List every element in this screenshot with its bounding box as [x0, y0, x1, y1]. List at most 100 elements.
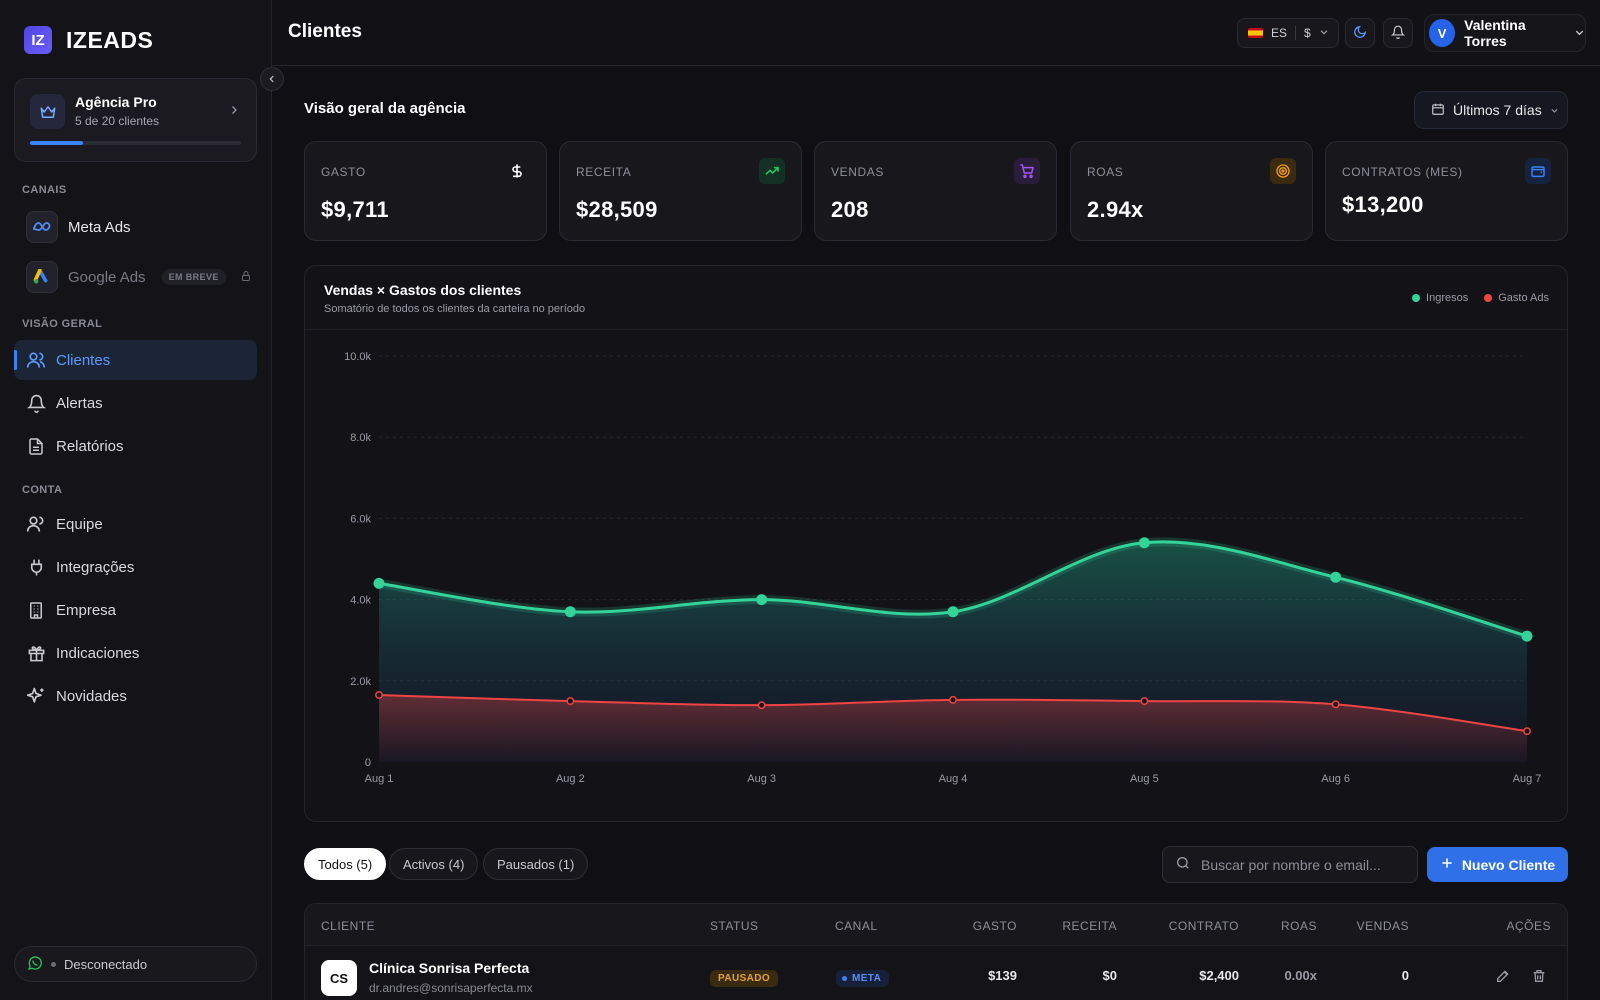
- account-section-label: CONTA: [22, 484, 63, 496]
- client-name[interactable]: Clínica Sonrisa Perfecta: [369, 960, 530, 976]
- y-tick-label: 6.0k: [350, 513, 371, 525]
- legend-item-gasto-ads[interactable]: Gasto Ads: [1484, 292, 1549, 304]
- page-title: Clientes: [288, 21, 362, 42]
- channel-label: META: [852, 973, 882, 984]
- column-header-roas[interactable]: ROAS: [1280, 919, 1317, 933]
- sparkles-icon: [26, 686, 46, 706]
- column-header-canal[interactable]: CANAL: [835, 919, 878, 933]
- filter-active[interactable]: Activos (4): [389, 848, 479, 880]
- whatsapp-icon: [27, 955, 43, 974]
- kpi-label: ROAS: [1087, 165, 1124, 179]
- sidebar-item-label: Integrações: [56, 558, 135, 576]
- data-point-gasto-ads: [1523, 727, 1531, 736]
- sidebar-item-label: Novidades: [56, 687, 127, 705]
- kpi-value: 2.94x: [1087, 197, 1144, 222]
- chevron-down-icon: [1550, 102, 1559, 118]
- plan-name: Agência Pro: [75, 94, 157, 110]
- filter-paused[interactable]: Pausados (1): [483, 848, 589, 880]
- x-tick-label: Aug 1: [365, 773, 394, 785]
- trending-up-icon: [759, 158, 785, 184]
- data-point-ingresos: [373, 577, 385, 589]
- kpi-card-vendas: VENDAS 208: [814, 141, 1057, 241]
- channel-label: Google Ads: [68, 268, 146, 286]
- legend-item-ingresos[interactable]: Ingresos: [1412, 292, 1468, 304]
- lock-icon: [240, 269, 252, 285]
- logo[interactable]: IZ IZEADS: [24, 26, 153, 54]
- plan-card[interactable]: Agência Pro 5 de 20 clientes: [14, 78, 257, 162]
- channels-section-label: CANAIS: [22, 184, 67, 196]
- divider: [1295, 26, 1297, 40]
- locale-currency-selector[interactable]: ES $: [1237, 18, 1339, 48]
- avatar: V: [1429, 19, 1456, 47]
- column-header-status[interactable]: STATUS: [710, 919, 759, 933]
- area-gasto-ads: [379, 695, 1527, 762]
- data-point-ingresos: [564, 606, 576, 618]
- column-header-contrato[interactable]: CONTRATO: [1168, 919, 1239, 933]
- table-header: CLIENTE STATUS CANAL GASTO RECEITA CONTR…: [305, 904, 1567, 946]
- data-point-gasto-ads: [1331, 700, 1340, 709]
- building-icon: [26, 600, 46, 620]
- filter-all[interactable]: Todos (5): [304, 848, 387, 880]
- y-tick-label: 10.0k: [344, 351, 371, 363]
- cell-roas: 0.00x: [1284, 968, 1317, 983]
- sidebar-item-label: Clientes: [56, 351, 111, 369]
- sidebar-item-integracoes[interactable]: Integrações: [14, 547, 257, 587]
- y-tick-label: 4.0k: [350, 595, 371, 607]
- wallet-icon: [1525, 158, 1551, 184]
- kpi-label: RECEITA: [576, 165, 632, 179]
- dollar-icon: [504, 158, 530, 184]
- trash-icon[interactable]: [1531, 968, 1547, 987]
- gift-icon: [26, 643, 46, 663]
- sidebar-item-novidades[interactable]: Novidades: [14, 676, 257, 716]
- cell-contrato: $2,400: [1199, 968, 1239, 983]
- topbar: Clientes ES $ V Valentina Torres: [272, 0, 1600, 66]
- legend-label: Gasto Ads: [1498, 292, 1549, 304]
- date-range-button[interactable]: Últimos 7 días: [1414, 91, 1568, 129]
- language-code: ES: [1271, 26, 1288, 40]
- sidebar-item-alertas[interactable]: Alertas: [14, 383, 257, 423]
- new-client-button[interactable]: Nuevo Cliente: [1427, 847, 1568, 882]
- kpi-card-gasto: GASTO $9,711: [304, 141, 547, 241]
- search-box[interactable]: [1162, 846, 1418, 883]
- plan-usage: 5 de 20 clientes: [75, 114, 160, 128]
- column-header-gasto[interactable]: GASTO: [972, 919, 1017, 933]
- column-header-vendas[interactable]: VENDAS: [1356, 919, 1409, 933]
- data-point-gasto-ads: [375, 691, 383, 699]
- column-header-cliente[interactable]: CLIENTE: [321, 919, 376, 933]
- data-point-ingresos: [1330, 571, 1342, 583]
- sidebar-item-label: Empresa: [56, 601, 117, 619]
- plus-icon: [1440, 856, 1454, 873]
- x-tick-label: Aug 7: [1513, 773, 1542, 785]
- x-tick-label: Aug 3: [747, 773, 776, 785]
- sidebar-item-indicaciones[interactable]: Indicaciones: [14, 633, 257, 673]
- kpi-label: CONTRATOS (MES): [1342, 165, 1463, 179]
- collapse-sidebar-button[interactable]: [260, 67, 284, 91]
- edit-icon[interactable]: [1495, 968, 1511, 987]
- spain-flag-icon: [1248, 28, 1263, 38]
- sidebar-item-label: Alertas: [56, 394, 103, 412]
- sidebar-item-equipe[interactable]: Equipe: [14, 504, 257, 544]
- table-row[interactable]: CS Clínica Sonrisa Perfecta dr.andres@so…: [305, 946, 1567, 1000]
- chart-header: Vendas × Gastos dos clientes Somatório d…: [305, 266, 1567, 330]
- coming-soon-badge: EM BREVE: [161, 269, 226, 285]
- clients-table: CLIENTE STATUS CANAL GASTO RECEITA CONTR…: [304, 903, 1568, 1000]
- legend-dot: [1484, 294, 1493, 302]
- status-dot: [51, 961, 56, 967]
- meta-icon: [26, 211, 58, 243]
- theme-toggle-button[interactable]: [1345, 18, 1375, 48]
- notifications-button[interactable]: [1383, 18, 1413, 48]
- user-menu[interactable]: V Valentina Torres: [1424, 14, 1586, 52]
- column-header-receita[interactable]: RECEITA: [1062, 919, 1117, 933]
- kpi-value: $9,711: [321, 197, 389, 222]
- sidebar-item-label: Equipe: [56, 515, 103, 533]
- kpi-value: $28,509: [576, 197, 658, 222]
- kpi-value: $13,200: [1342, 192, 1424, 217]
- kpi-value: 208: [831, 197, 869, 222]
- sidebar-item-empresa[interactable]: Empresa: [14, 590, 257, 630]
- whatsapp-status[interactable]: Desconectado: [14, 946, 257, 982]
- sidebar-item-relatorios[interactable]: Relatórios: [14, 426, 257, 466]
- data-point-ingresos: [1138, 537, 1150, 549]
- sidebar-item-clientes[interactable]: Clientes: [14, 340, 257, 380]
- search-input[interactable]: [1201, 856, 1401, 873]
- channel-meta-ads[interactable]: Meta Ads: [26, 211, 256, 243]
